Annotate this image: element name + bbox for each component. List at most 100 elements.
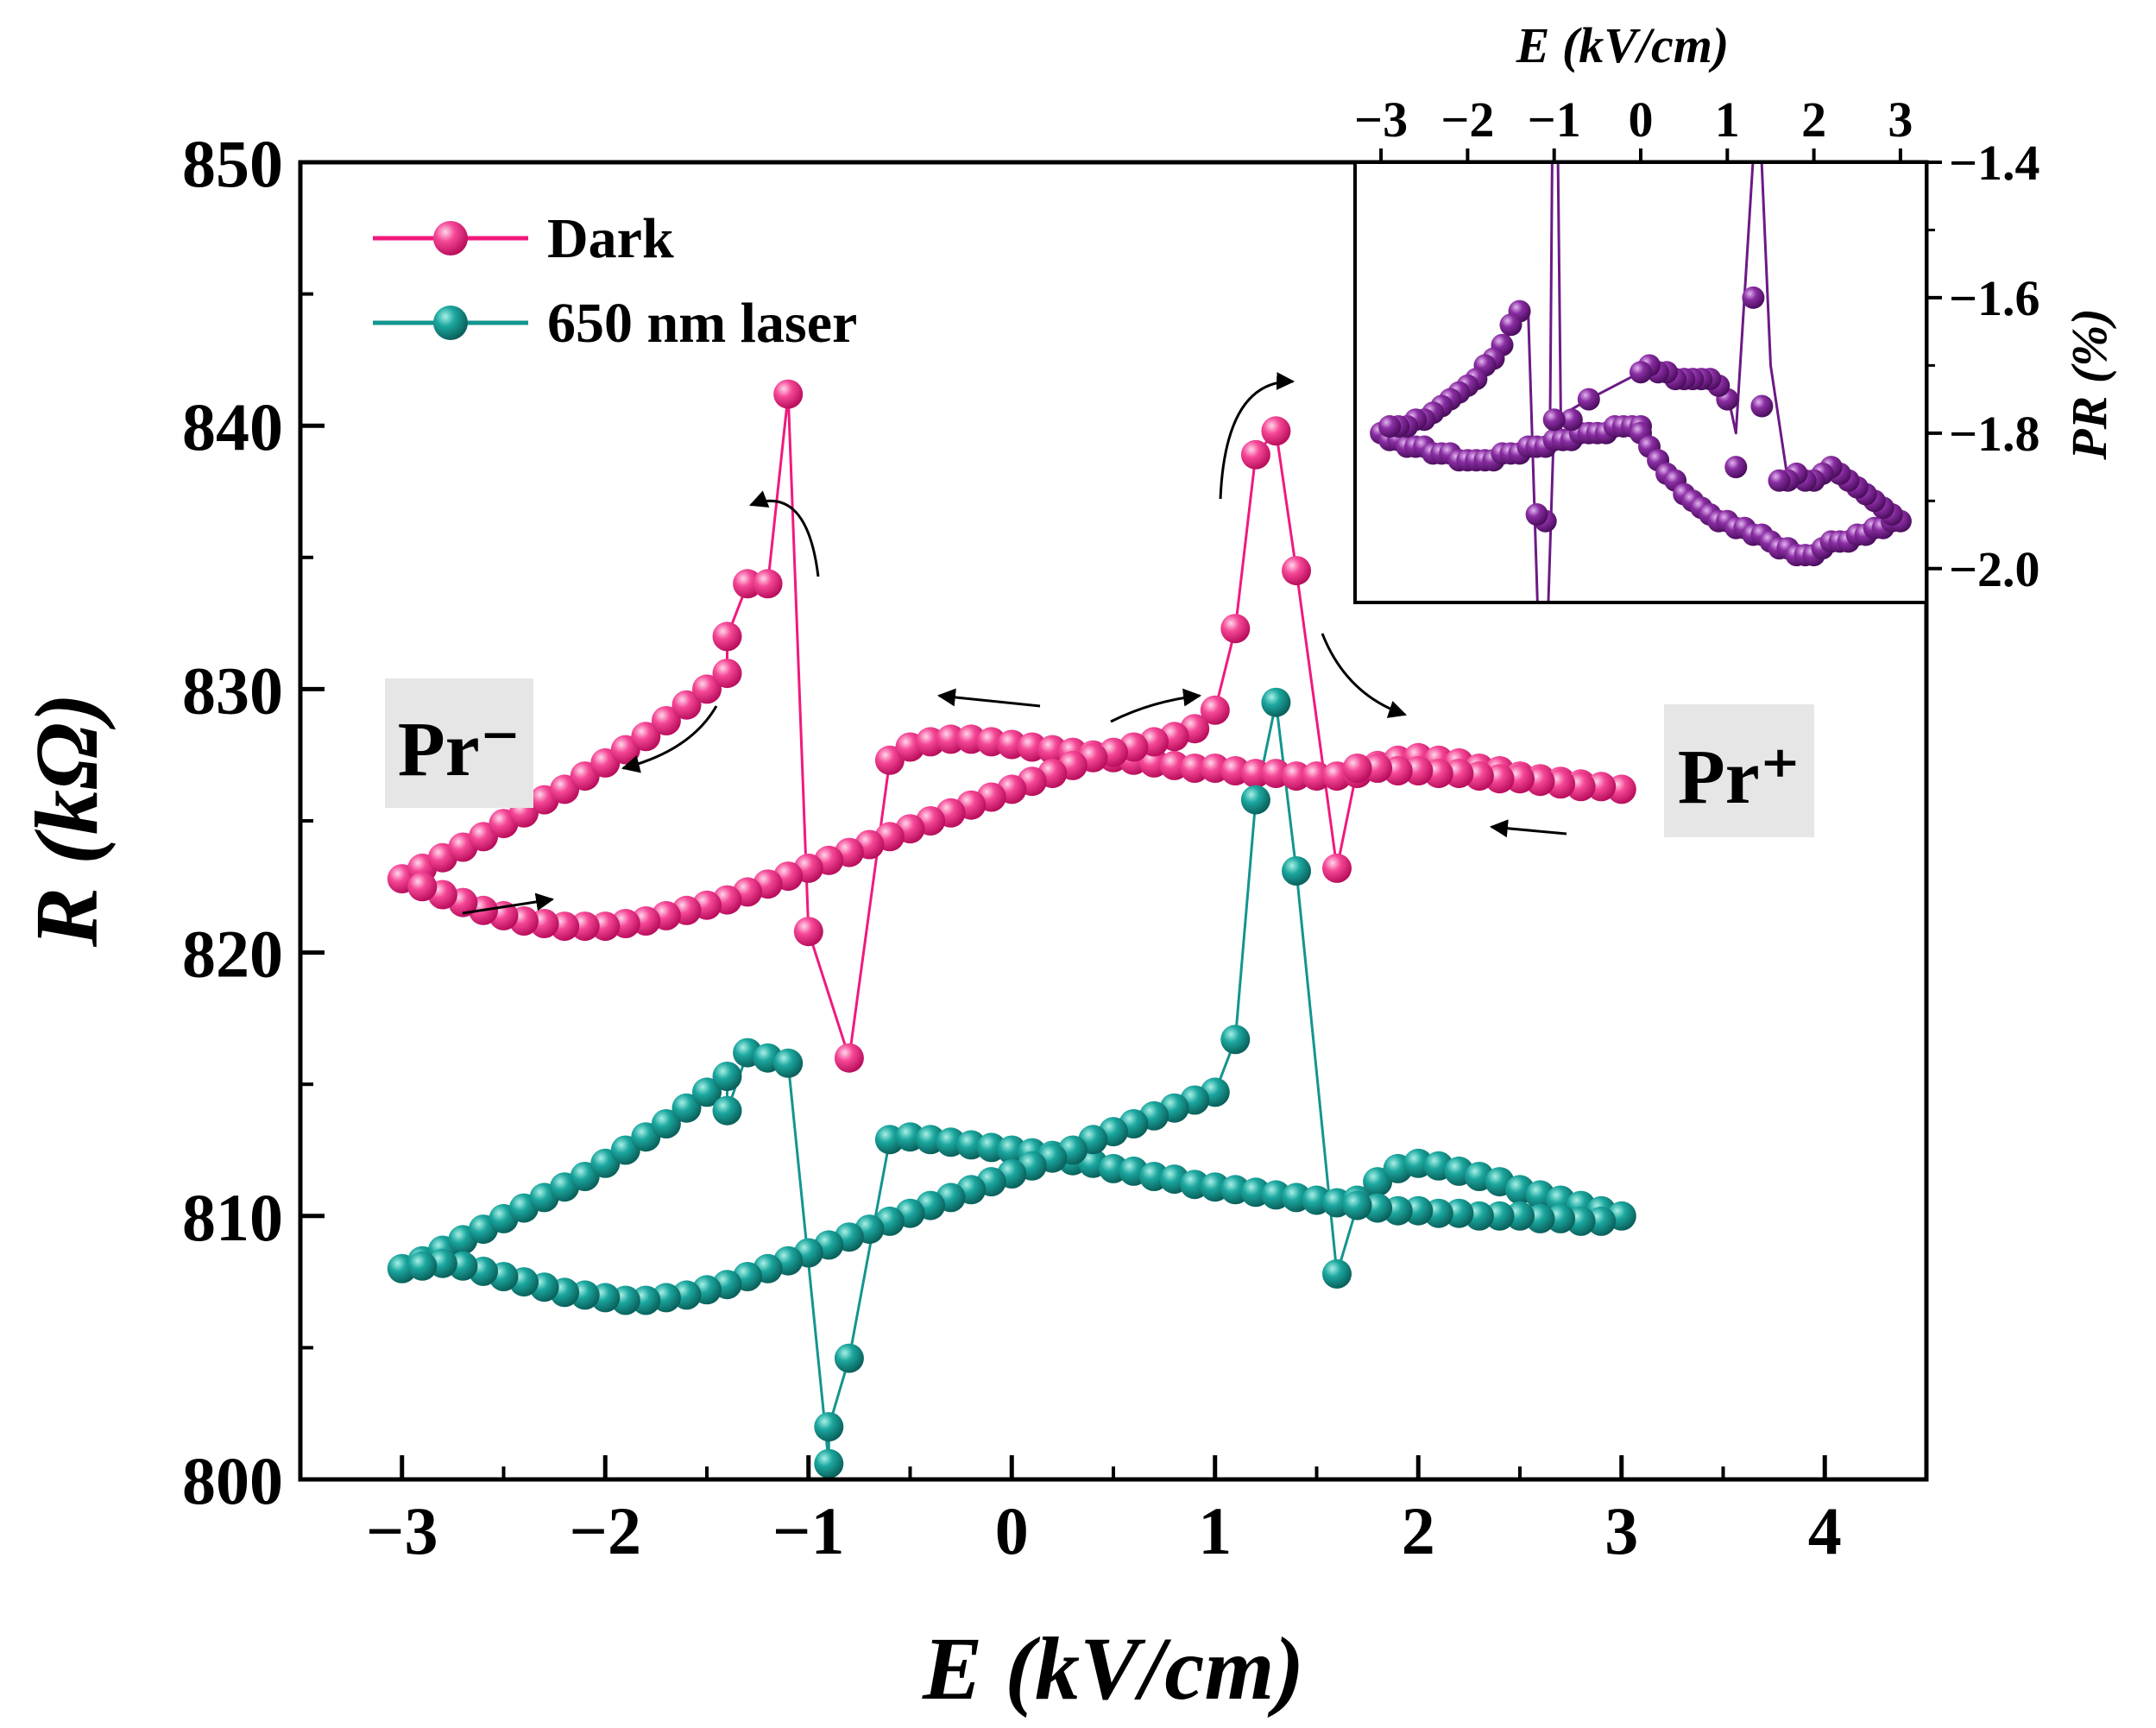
inset-x-tick-label: 2 bbox=[1801, 91, 1826, 148]
pr-minus-annotation: Pr⁻ bbox=[385, 678, 533, 808]
data-point-dark bbox=[1180, 754, 1210, 783]
legend-label-laser: 650 nm laser bbox=[547, 292, 857, 355]
x-tick-label: −1 bbox=[772, 1493, 844, 1568]
data-point-dark bbox=[1322, 853, 1352, 883]
inset-data-point bbox=[1560, 408, 1583, 432]
x-tick-label: 1 bbox=[1198, 1493, 1232, 1568]
data-point-dark bbox=[1240, 759, 1270, 789]
data-point-laser bbox=[814, 1448, 844, 1479]
y-tick-label: 820 bbox=[182, 917, 283, 992]
data-point-laser bbox=[1322, 1258, 1352, 1289]
inset-panel: −3 −2 −1 0 1 2 3 −2.0 −1.8 −1.6 −1.4 E (kV/cm) PR… bbox=[1353, 17, 2117, 604]
data-point-laser bbox=[1282, 856, 1311, 886]
inset-data-point bbox=[1378, 415, 1402, 438]
data-point-laser bbox=[1444, 1198, 1474, 1228]
data-point-laser bbox=[1586, 1206, 1617, 1236]
x-axis-title: E (kV/cm) bbox=[922, 1619, 1304, 1719]
arrow-curl-left bbox=[749, 490, 820, 577]
data-point-dark bbox=[1586, 772, 1617, 802]
data-point-laser bbox=[1220, 1025, 1251, 1055]
data-point-laser bbox=[1505, 1201, 1535, 1231]
x-tick-label: −2 bbox=[570, 1493, 641, 1568]
data-point-dark bbox=[1282, 761, 1311, 791]
data-point-dark bbox=[631, 722, 661, 752]
arrow-left-middle bbox=[936, 688, 1041, 708]
fit-line-laser bbox=[401, 701, 1623, 1466]
inset-data-point bbox=[1750, 394, 1774, 418]
data-point-dark bbox=[671, 690, 702, 720]
data-point-dark bbox=[712, 621, 742, 652]
inset-data-point bbox=[1742, 286, 1765, 309]
inset-data-point bbox=[1499, 313, 1522, 337]
y-axis-ticks: 800 810 820 830 840 850 bbox=[182, 126, 325, 1518]
data-point-laser bbox=[651, 1109, 681, 1138]
data-point-laser bbox=[712, 1095, 742, 1126]
inset-x-tick-label: 3 bbox=[1888, 91, 1913, 148]
data-point-dark bbox=[1200, 695, 1230, 725]
data-point-dark bbox=[1342, 754, 1372, 783]
y-tick-label: 840 bbox=[182, 389, 283, 464]
inset-data-point bbox=[1724, 456, 1748, 479]
data-point-dark bbox=[570, 911, 600, 942]
data-point-laser bbox=[773, 1048, 804, 1078]
x-tick-label: 0 bbox=[995, 1493, 1029, 1568]
y-axis-title: R (kΩ) bbox=[17, 693, 117, 948]
inset-x-axis-ticks: −3 −2 −1 0 1 2 3 bbox=[1354, 91, 1913, 162]
inset-x-axis-title: E (kV/cm) bbox=[1516, 17, 1729, 73]
inset-x-tick-label: −1 bbox=[1528, 91, 1581, 148]
inset-x-tick-label: 1 bbox=[1715, 91, 1740, 148]
data-point-laser bbox=[671, 1093, 702, 1123]
data-point-laser bbox=[1403, 1195, 1434, 1226]
inset-y-tick-label: −1.8 bbox=[1949, 406, 2040, 462]
data-point-dark bbox=[733, 569, 763, 599]
data-point-dark bbox=[1261, 416, 1291, 446]
data-point-laser bbox=[1240, 785, 1270, 815]
data-point-dark bbox=[773, 379, 804, 409]
arrow-up-right bbox=[1110, 688, 1202, 723]
data-point-dark bbox=[1403, 756, 1434, 785]
inset-data-point bbox=[1542, 408, 1566, 432]
data-point-dark bbox=[1220, 614, 1251, 644]
data-point-laser bbox=[1342, 1190, 1372, 1220]
inset-data-points bbox=[1370, 286, 1912, 567]
x-tick-label: 3 bbox=[1604, 1493, 1638, 1568]
data-point-dark bbox=[712, 659, 742, 689]
data-point-laser bbox=[407, 1251, 438, 1281]
arrow-curl-right bbox=[1219, 372, 1295, 500]
svg-text:Pr⁻: Pr⁻ bbox=[398, 707, 520, 792]
inset-x-tick-label: 0 bbox=[1629, 91, 1654, 148]
data-point-laser bbox=[1546, 1203, 1576, 1233]
data-point-dark bbox=[1505, 764, 1535, 794]
inset-data-point bbox=[1630, 361, 1652, 384]
data-point-dark bbox=[1302, 761, 1332, 791]
direction-arrows bbox=[462, 372, 1567, 915]
data-point-laser bbox=[692, 1077, 722, 1107]
arrow-down-right bbox=[1321, 633, 1407, 718]
y-tick-label: 810 bbox=[182, 1180, 283, 1255]
x-tick-label: −3 bbox=[366, 1493, 438, 1568]
data-point-laser bbox=[834, 1343, 864, 1373]
y-tick-label: 850 bbox=[182, 126, 283, 201]
arrow-right-bottom bbox=[462, 892, 555, 915]
inset-data-point bbox=[1525, 503, 1548, 526]
legend-label-dark: Dark bbox=[547, 207, 674, 270]
inset-data-point bbox=[1768, 469, 1791, 492]
inset-data-point bbox=[1577, 388, 1600, 411]
data-point-dark bbox=[936, 724, 966, 754]
y-tick-label: 800 bbox=[182, 1443, 283, 1518]
x-tick-label: 4 bbox=[1808, 1493, 1842, 1568]
data-point-laser bbox=[1261, 687, 1291, 717]
inset-y-tick-label: −1.6 bbox=[1949, 270, 2040, 326]
data-point-dark bbox=[1282, 556, 1311, 586]
inset-x-tick-label: −3 bbox=[1354, 91, 1408, 148]
arrow-left-right-side bbox=[1489, 819, 1567, 838]
data-point-dark bbox=[834, 1043, 864, 1073]
data-point-dark bbox=[407, 872, 438, 902]
x-tick-label: 2 bbox=[1402, 1493, 1435, 1568]
inset-y-axis-title: PR (%) bbox=[2061, 308, 2117, 461]
data-point-dark bbox=[1444, 759, 1474, 789]
main-panel: −3 −2 −1 0 1 2 3 4 800 810 820 830 840 850 E (kV/cm)… bbox=[17, 126, 1929, 1719]
x-axis-ticks: −3 −2 −1 0 1 2 3 4 bbox=[299, 1455, 1928, 1568]
data-point-dark bbox=[793, 917, 823, 947]
